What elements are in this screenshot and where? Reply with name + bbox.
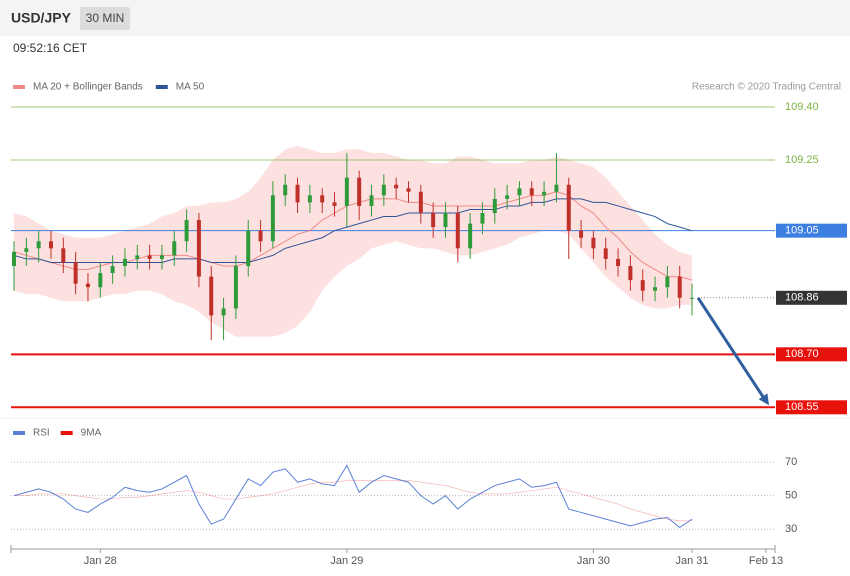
- legend-label: MA 50: [176, 82, 205, 93]
- candle-body: [677, 276, 682, 298]
- interval-badge[interactable]: [80, 7, 130, 30]
- forecast-arrow: [696, 296, 766, 400]
- candle-body: [48, 241, 53, 249]
- timestamp: 09:52:16 CET: [13, 41, 88, 55]
- candle-body: [542, 191, 547, 196]
- candle-body: [270, 195, 275, 242]
- legend-swatch: [13, 85, 25, 89]
- candle-body: [566, 184, 571, 231]
- level-label: 108.70: [785, 348, 819, 360]
- candle-body: [603, 248, 608, 259]
- candle-body: [616, 258, 621, 266]
- candle-body: [505, 195, 510, 199]
- candle-body: [12, 251, 16, 266]
- candle-body: [357, 177, 362, 206]
- candle-body: [394, 184, 399, 189]
- legend-label: 9MA: [81, 428, 102, 439]
- level-label: 109.05: [785, 225, 819, 237]
- candle-body: [381, 184, 386, 196]
- legend-label: RSI: [33, 428, 50, 439]
- rsi-line: [13, 464, 693, 529]
- ma50-line: [13, 198, 693, 263]
- candle-body: [172, 241, 177, 256]
- level-label: 108.86: [785, 292, 819, 304]
- level-label-box: [776, 347, 847, 362]
- credit: Research © 2020 Trading Central: [692, 82, 841, 93]
- candle-body: [246, 230, 251, 266]
- y-tick-label: 70: [785, 456, 797, 468]
- candle-body: [431, 213, 436, 228]
- candle-body: [529, 188, 534, 196]
- candle-body: [85, 283, 90, 288]
- candle-body: [492, 198, 497, 214]
- y-tick-label: 50: [785, 490, 797, 502]
- candle-body: [196, 220, 201, 277]
- ma20-line: [13, 191, 693, 281]
- x-tick-label: Jan 29: [330, 555, 363, 567]
- candle-body: [640, 280, 645, 291]
- candle-body: [122, 258, 127, 266]
- rsi-ma-line: [14, 480, 693, 522]
- level-label: 108.55: [785, 401, 819, 413]
- candle-body: [98, 273, 103, 288]
- x-tick-label: Jan 31: [676, 555, 709, 567]
- candle-body: [221, 308, 226, 316]
- candle-body: [665, 276, 670, 288]
- legend-swatch: [13, 431, 25, 435]
- candle-body: [690, 297, 695, 299]
- candle-body: [468, 223, 473, 249]
- candle-body: [628, 265, 633, 281]
- candle-body: [591, 237, 596, 249]
- x-tick-label: Jan 28: [84, 555, 117, 567]
- candle-body: [283, 184, 288, 196]
- candle-body: [406, 188, 411, 192]
- forecast-arrow-head: [758, 393, 769, 406]
- candle-body: [258, 230, 263, 242]
- candle-body: [369, 195, 374, 206]
- candle-body: [209, 276, 214, 316]
- legend-swatch: [60, 431, 73, 435]
- interval[interactable]: 30 MIN: [86, 11, 125, 25]
- bollinger-band: [14, 145, 693, 337]
- legend-label: MA 20 + Bollinger Bands: [33, 82, 143, 93]
- candle-body: [443, 213, 448, 228]
- candle-body: [110, 265, 115, 274]
- candle-body: [184, 220, 189, 242]
- candle-body: [307, 195, 312, 203]
- candle-body: [147, 255, 152, 259]
- candle-body: [36, 241, 41, 249]
- candle-body: [554, 184, 559, 192]
- symbol: USD/JPY: [11, 10, 72, 26]
- level-label-box: [776, 223, 847, 238]
- legend-swatch: [155, 85, 168, 89]
- candle-body: [61, 248, 66, 263]
- candle-body: [24, 248, 29, 252]
- candle-body: [653, 287, 658, 291]
- candle-body: [480, 213, 485, 224]
- header-bar: [0, 0, 850, 36]
- candle-body: [73, 262, 78, 284]
- y-tick-label: 30: [785, 523, 797, 535]
- candle-body: [579, 230, 584, 238]
- candle-body: [517, 188, 522, 196]
- candle-body: [455, 213, 460, 249]
- candle-body: [320, 195, 325, 203]
- x-tick-label: Jan 30: [577, 555, 610, 567]
- candle-body: [295, 184, 300, 203]
- candle-body: [159, 255, 164, 259]
- level-label: 109.25: [785, 154, 819, 166]
- level-label: 109.40: [785, 101, 819, 113]
- candle-body: [332, 202, 337, 206]
- level-label-box: [776, 400, 847, 415]
- candle-body: [135, 255, 140, 259]
- candle-body: [344, 177, 349, 206]
- candle-body: [233, 265, 238, 309]
- x-tick-label: Feb 13: [749, 555, 783, 567]
- level-label-box: [776, 290, 847, 305]
- candle-body: [418, 191, 423, 214]
